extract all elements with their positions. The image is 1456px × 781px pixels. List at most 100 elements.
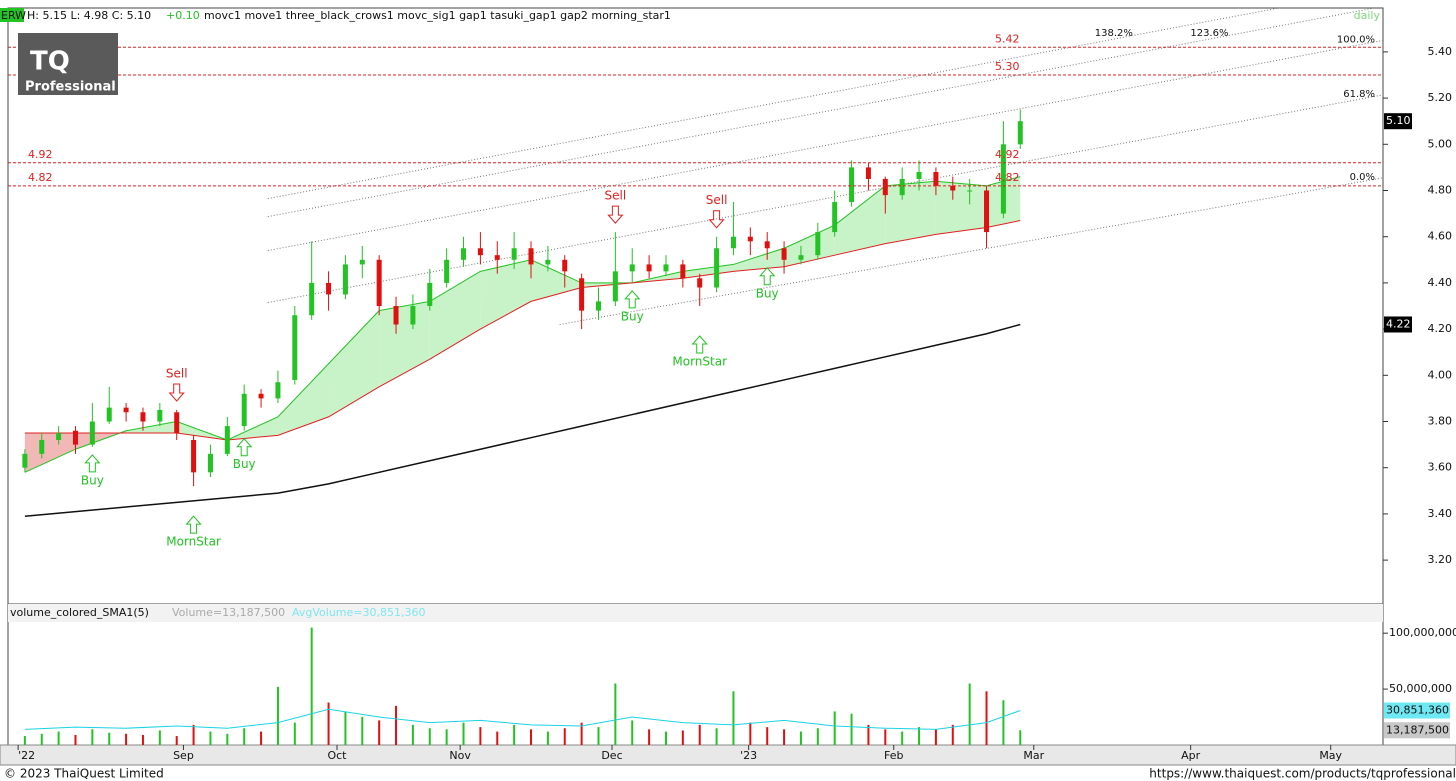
volume-bar: [327, 702, 330, 745]
volume-bar: [664, 731, 667, 745]
avg-text: AvgVolume=30,851,360: [292, 606, 425, 619]
candle-body: [207, 453, 213, 473]
volume-bar: [496, 731, 499, 745]
signal-label: MornStar: [166, 535, 221, 549]
volume-bar: [445, 729, 448, 745]
buy-arrow: [624, 290, 641, 309]
volume-bar: [698, 724, 701, 745]
volume-tag-label: 13,187,500: [1386, 723, 1449, 736]
y-tick-label: 4.60: [1428, 230, 1453, 243]
candle-body: [123, 407, 129, 413]
volume-bar: [428, 728, 431, 745]
period: daily: [1354, 9, 1381, 22]
volume-bar: [918, 727, 921, 745]
channel-label: 123.6%: [1190, 28, 1228, 39]
x-tick-label: Nov: [449, 749, 471, 762]
channel-label: 138.2%: [1095, 28, 1133, 39]
ma-fill: [682, 264, 734, 279]
volume-bar: [293, 722, 296, 745]
candle-body: [629, 264, 635, 272]
x-tick-label: Feb: [884, 749, 903, 762]
volume-bar: [816, 728, 819, 745]
candle-body: [275, 382, 281, 399]
candle-body: [697, 278, 703, 288]
volume-bar: [513, 724, 516, 745]
ma-fill: [328, 310, 380, 417]
candle-body: [1017, 121, 1023, 145]
candle-body: [342, 264, 348, 295]
y-tick-label: 3.40: [1428, 507, 1453, 520]
candle-body: [292, 315, 298, 380]
x-tick-label: '22: [18, 749, 35, 762]
volume-bar: [361, 717, 364, 745]
price-panel: [7, 7, 1384, 605]
ma-fill: [885, 181, 936, 244]
candle-body: [680, 264, 686, 279]
channel-line: [267, 8, 1378, 218]
volume-bar: [597, 727, 600, 745]
y-tick-label: 3.80: [1428, 415, 1453, 428]
price-tag-label: 5.10: [1386, 114, 1411, 127]
signal-label: Buy: [756, 286, 779, 300]
volume-bar: [614, 683, 617, 745]
channel-line: [267, 8, 1282, 200]
level-label: 4.92: [28, 148, 53, 161]
volume-bar: [783, 729, 786, 745]
ma-fill: [733, 248, 785, 272]
candle-body: [1000, 144, 1006, 214]
volume-bar: [850, 713, 853, 745]
volume-bar: [715, 728, 718, 745]
hlc: H: 5.15 L: 4.98 C: 5.10: [27, 9, 151, 22]
volume-bar: [968, 683, 971, 745]
logo: [18, 33, 118, 95]
volume-bar: [884, 729, 887, 745]
candle-body: [865, 167, 871, 179]
candle-body: [933, 172, 939, 186]
volume-tick-label: 100,000,000: [1389, 626, 1456, 639]
y-tick-label: 4.40: [1428, 276, 1453, 289]
volume-bar: [766, 727, 769, 745]
volume-bar: [378, 720, 381, 745]
ma-fill: [935, 181, 987, 235]
volume-bar: [732, 691, 735, 745]
volume-bar: [631, 720, 634, 745]
candle-body: [326, 282, 332, 295]
candle-body: [89, 421, 95, 445]
candle-body: [646, 264, 652, 272]
volume-bar: [1019, 730, 1022, 745]
price-tag: [1384, 316, 1412, 333]
y-tick-label: 5.00: [1428, 137, 1453, 150]
symbol-bg: [0, 8, 24, 22]
volume-bar: [951, 724, 954, 745]
level-label: 5.30: [995, 60, 1020, 73]
volume-bar: [681, 730, 684, 745]
candle-body: [393, 306, 399, 325]
volume-tag: [1384, 702, 1450, 719]
signal-label: Buy: [621, 309, 644, 323]
x-tick-label: Dec: [601, 749, 622, 762]
logo-bottom: Professional: [25, 80, 116, 95]
volume-bar: [546, 731, 549, 745]
buy-arrow: [759, 267, 776, 286]
ma-fill: [429, 271, 481, 360]
volume-bar: [462, 722, 465, 745]
volume-bar: [310, 627, 313, 745]
volume-bar: [530, 729, 533, 745]
volume-bar: [276, 686, 279, 745]
sell-arrow: [607, 205, 624, 224]
date-axis: [0, 744, 1456, 766]
candle-body: [461, 248, 467, 260]
candle-body: [258, 393, 264, 399]
channel-label: 100.0%: [1337, 34, 1375, 45]
candle-body: [849, 167, 855, 203]
candle-body: [494, 255, 500, 260]
ma-fill: [379, 301, 430, 387]
y-tick-label: 5.40: [1428, 45, 1453, 58]
sell-arrow: [168, 383, 185, 402]
logo-top: TQ: [30, 47, 70, 77]
level-label: 4.82: [28, 171, 53, 184]
volume-bar: [57, 731, 60, 745]
y-tick-label: 5.20: [1428, 91, 1453, 104]
avg-volume-line: [24, 708, 1021, 730]
